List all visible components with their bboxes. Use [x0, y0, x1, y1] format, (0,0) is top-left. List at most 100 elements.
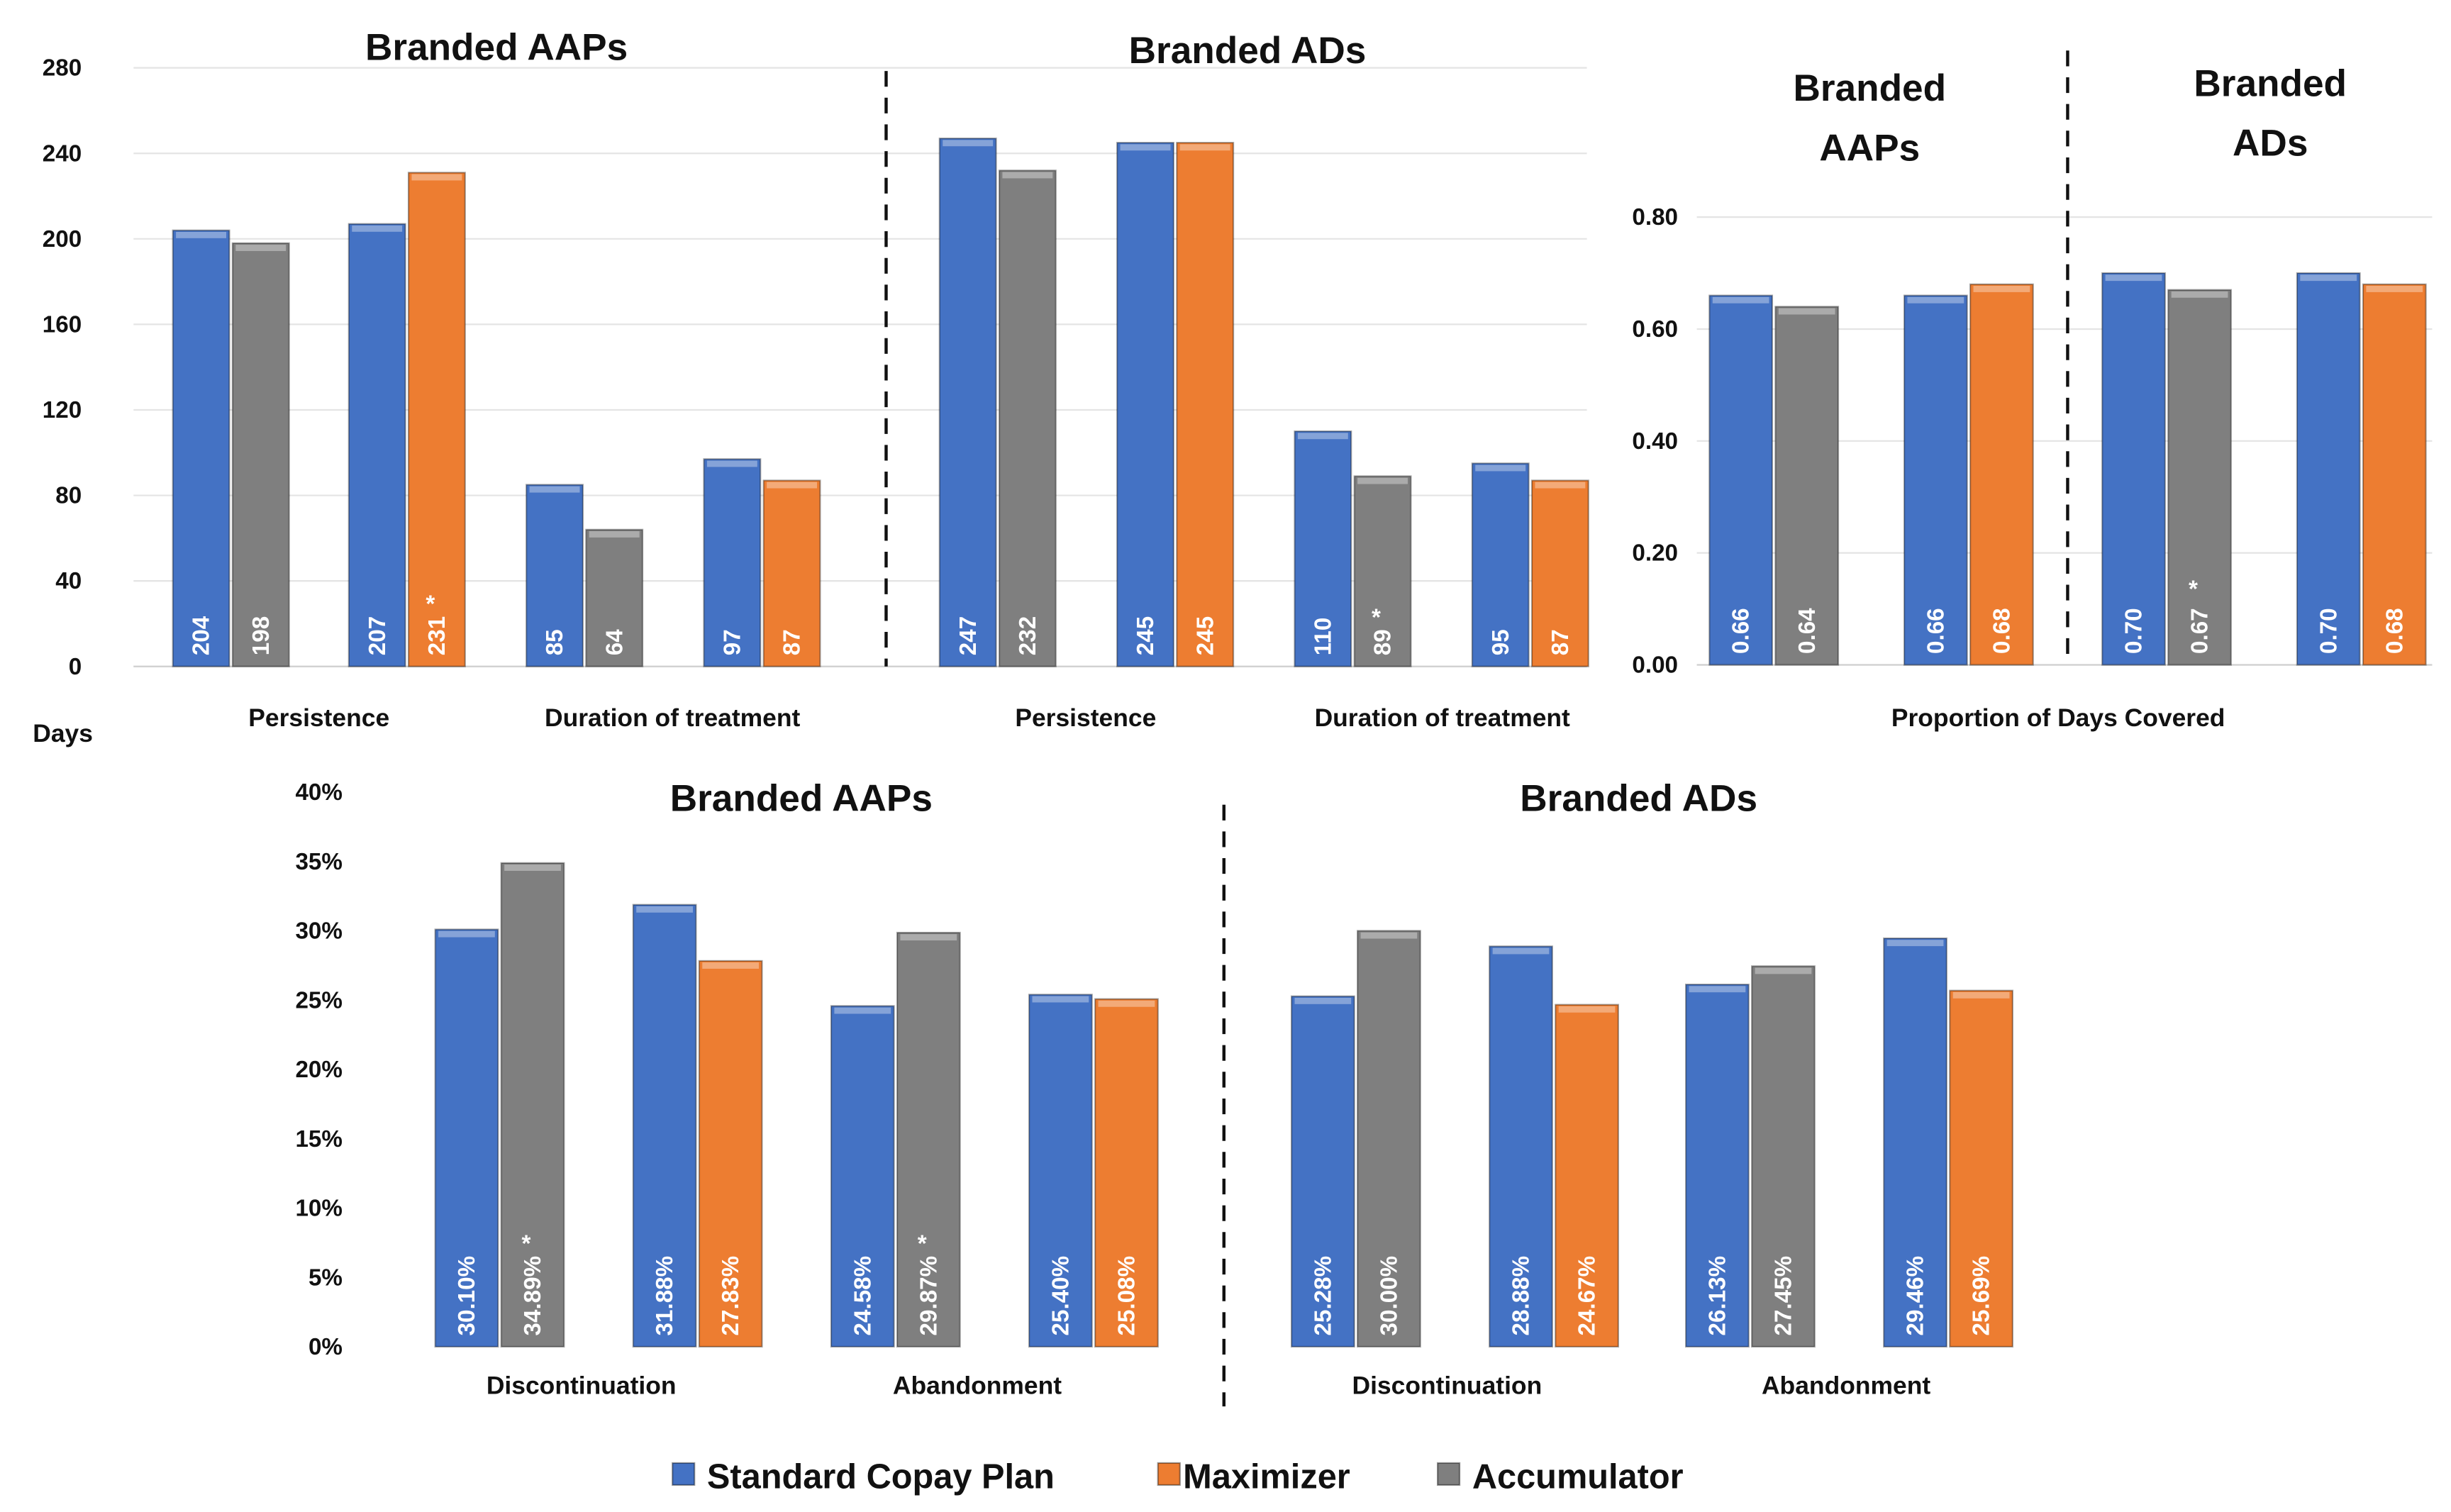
category-label: Abandonment [893, 1371, 1062, 1399]
legend-label: Maximizer [1183, 1457, 1350, 1496]
panel-title: Branded [2194, 63, 2347, 105]
data-label: 85 [542, 629, 568, 655]
significance-marker: * [2189, 576, 2198, 602]
bar [703, 458, 762, 667]
bar [2167, 289, 2232, 666]
bar-bevel [1492, 947, 1550, 955]
data-label: 28.88% [1508, 1256, 1535, 1336]
legend-label: Accumulator [1472, 1457, 1684, 1496]
data-label: 24.58% [850, 1256, 876, 1336]
bar-bevel [834, 1007, 891, 1014]
data-label: 31.88% [652, 1256, 678, 1336]
bar-bevel [589, 531, 640, 538]
data-label: 0.68 [2381, 608, 2408, 654]
y-tick-label: 5% [309, 1264, 343, 1291]
bar [1290, 995, 1355, 1348]
category-label: Persistence [1015, 704, 1156, 732]
panel-title: Branded AAPs [670, 778, 933, 820]
data-label: 232 [1015, 616, 1041, 655]
bar [830, 1005, 895, 1348]
bar [1530, 479, 1589, 667]
bar-bevel [1558, 1006, 1616, 1013]
data-label: 207 [365, 616, 391, 655]
y-tick-label: 40 [55, 568, 82, 594]
y-tick-label: 30% [295, 918, 343, 945]
bar-bevel [767, 482, 817, 489]
bar [1903, 294, 1968, 666]
y-tick-label: 0.20 [1632, 540, 1678, 567]
data-label: 25.08% [1114, 1256, 1140, 1336]
bar-bevel [235, 245, 287, 251]
category-label: Discontinuation [487, 1371, 677, 1399]
data-label: 198 [248, 616, 274, 655]
bar-bevel [1294, 997, 1352, 1004]
category-label: Persistence [248, 704, 389, 732]
y-tick-label: 10% [295, 1196, 343, 1222]
bar-bevel [1778, 308, 1835, 315]
bar [632, 904, 697, 1348]
bar [500, 862, 565, 1348]
bar-bevel [1120, 144, 1171, 151]
data-label: 110 [1310, 618, 1336, 656]
data-label: 0.70 [2316, 608, 2342, 654]
y-axis-label: Days [33, 719, 93, 747]
bar-bevel [636, 906, 693, 913]
bar-bevel [438, 930, 495, 938]
bar-bevel [1755, 967, 1812, 974]
significance-marker: * [1372, 605, 1381, 631]
data-label: 34.89% [520, 1256, 546, 1336]
y-tick-label: 15% [295, 1126, 343, 1152]
bar [1489, 945, 1553, 1348]
bar [585, 528, 644, 667]
category-label: Duration of treatment [1315, 704, 1570, 732]
panel-title: Branded [1793, 67, 1946, 109]
bar-bevel [504, 865, 561, 871]
bar [1028, 994, 1093, 1348]
bar [2101, 272, 2166, 666]
data-label: 247 [955, 616, 982, 655]
x-axis-label: Proportion of Days Covered [1891, 704, 2225, 732]
bar-bevel [1475, 465, 1526, 472]
bar-bevel [1002, 172, 1053, 179]
data-label: 27.83% [718, 1256, 744, 1336]
bar [172, 229, 230, 667]
bar-bevel [1357, 477, 1408, 484]
data-label: 89 [1370, 629, 1396, 655]
bar-bevel [1886, 940, 1944, 947]
bar [762, 479, 821, 667]
legend-swatch [1436, 1462, 1461, 1486]
panel-title: Branded ADs [1520, 778, 1757, 820]
bar-bevel [411, 174, 462, 181]
y-tick-label: 0.00 [1632, 652, 1678, 679]
bar [526, 484, 584, 667]
bar [1294, 430, 1352, 667]
bar-bevel [900, 934, 957, 941]
data-label: 25.69% [1969, 1256, 1995, 1336]
bar [1883, 937, 1947, 1348]
bar-bevel [176, 231, 227, 238]
data-label: 95 [1488, 629, 1514, 655]
data-label: 24.67% [1574, 1256, 1601, 1336]
data-label: 30.00% [1376, 1256, 1402, 1336]
category-label: Discontinuation [1352, 1371, 1542, 1399]
bar-bevel [1032, 996, 1089, 1003]
bar [1176, 142, 1235, 667]
bar [1774, 306, 1840, 666]
bar-bevel [2105, 274, 2162, 282]
data-label: 231 [424, 616, 450, 655]
significance-marker: * [918, 1231, 927, 1257]
data-label: 245 [1192, 616, 1218, 655]
data-label: 30.10% [454, 1256, 480, 1336]
bar-bevel [943, 140, 994, 147]
bar-bevel [1712, 296, 1769, 304]
bar [1356, 930, 1421, 1348]
data-label: 87 [1547, 629, 1574, 655]
bar [434, 928, 499, 1348]
data-label: 0.67 [2187, 608, 2213, 654]
bar-bevel [1973, 286, 2030, 292]
y-tick-label: 80 [55, 483, 82, 509]
y-tick-label: 280 [43, 55, 82, 82]
bar [2296, 272, 2361, 666]
y-tick-label: 35% [295, 849, 343, 875]
bar-bevel [706, 460, 757, 467]
